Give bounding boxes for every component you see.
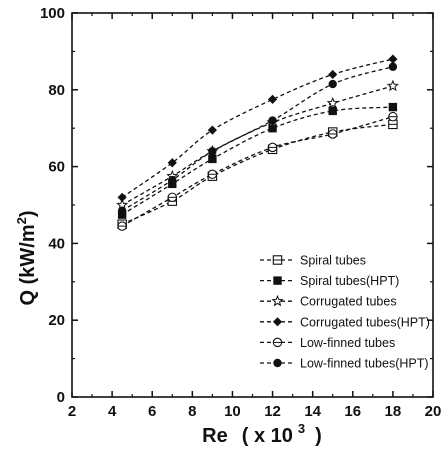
- series-layer: [116, 54, 399, 231]
- data-point: [388, 54, 398, 64]
- legend-label: Spiral tubes(HPT): [300, 274, 399, 288]
- series-line: [121, 85, 394, 206]
- series-line: [121, 106, 393, 216]
- data-point: [388, 102, 398, 112]
- data-point: [267, 94, 278, 104]
- y-axis-label-close: ): [17, 210, 39, 217]
- data-point: [328, 106, 337, 116]
- x-axis-label-main: Re: [202, 425, 228, 447]
- data-point: [328, 79, 337, 89]
- legend-entry-1: Spiral tubes: [260, 254, 366, 268]
- y-tick-label: 100: [40, 5, 65, 22]
- legend-entry-5: Low-finned tubes: [260, 336, 395, 350]
- x-axis-label-close: ): [315, 425, 322, 447]
- x-axis-label-multiplier: ( x 10: [242, 425, 293, 447]
- x-tick-label: 20: [425, 403, 442, 420]
- series-3: [116, 79, 399, 211]
- x-tick-label: 6: [148, 403, 156, 420]
- x-tick-label: 18: [385, 403, 402, 420]
- data-point: [268, 124, 277, 133]
- legend-label: Corrugated tubes(HPT): [300, 315, 430, 329]
- data-point: [168, 175, 177, 185]
- data-point: [388, 62, 398, 71]
- legend-marker: [273, 358, 282, 368]
- data-point: [208, 154, 217, 164]
- legend-marker: [271, 294, 284, 307]
- legend-label: Corrugated tubes: [300, 295, 397, 309]
- y-axis-label-main: Q (kW/m: [17, 224, 39, 305]
- data-point: [326, 96, 339, 109]
- legend-marker: [272, 317, 283, 327]
- legend-marker: [273, 276, 282, 285]
- series-line: [121, 123, 393, 225]
- x-axis-label: Re ( x 10 3): [202, 421, 322, 447]
- series-1: [117, 119, 398, 229]
- series-line: [121, 66, 394, 212]
- y-tick-label: 40: [48, 235, 65, 252]
- axes: 2 4 6 8 10 12 14 16 18 20 0 20 40 60 80 100: [40, 5, 441, 420]
- data-point: [117, 192, 127, 202]
- legend-entry-4: Corrugated tubes(HPT): [260, 315, 430, 329]
- x-tick-label: 16: [344, 403, 361, 420]
- data-point: [207, 125, 217, 135]
- data-point: [328, 69, 338, 80]
- legend-entry-2: Spiral tubes(HPT): [260, 274, 399, 288]
- y-tick-label: 60: [48, 159, 65, 176]
- data-point: [386, 79, 399, 92]
- x-tick-label: 2: [68, 403, 76, 420]
- series-6: [117, 62, 398, 215]
- x-tick-label: 4: [108, 403, 117, 420]
- y-axis-label: Q (kW/m2): [14, 210, 39, 305]
- legend-entry-3: Corrugated tubes: [260, 295, 397, 309]
- x-tick-label: 8: [188, 403, 196, 420]
- x-axis-label-exponent: 3: [298, 421, 305, 436]
- y-tick-label: 0: [57, 389, 65, 406]
- series-2: [117, 102, 398, 219]
- series-line: [121, 116, 394, 227]
- series-5: [117, 111, 398, 231]
- x-tick-label: 10: [224, 403, 241, 420]
- legend-label: Low-finned tubes: [300, 336, 395, 350]
- x-tick-label: 14: [304, 403, 321, 420]
- data-point: [167, 158, 177, 168]
- legend: Spiral tubes Spiral tubes(HPT) Corrugated …: [260, 254, 430, 371]
- y-tick-label: 20: [48, 312, 65, 329]
- data-point: [117, 206, 127, 215]
- data-point: [268, 116, 277, 125]
- x-tick-label: 12: [264, 403, 281, 420]
- y-axis-label-exponent: 2: [14, 217, 29, 224]
- legend-label: Spiral tubes: [300, 254, 366, 268]
- legend-label: Low-finned tubes(HPT): [300, 357, 429, 371]
- data-point: [208, 147, 217, 156]
- y-tick-label: 80: [48, 82, 65, 99]
- legend-entry-6: Low-finned tubes(HPT): [260, 357, 429, 371]
- series-4: [117, 54, 398, 202]
